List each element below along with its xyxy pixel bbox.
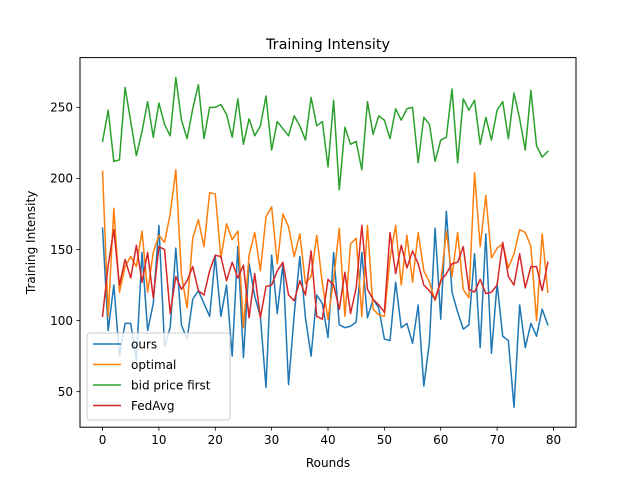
series-line-0: [101, 210, 549, 409]
plot-lines: [101, 76, 549, 409]
x-tick-label: 80: [546, 433, 561, 447]
chart-title: Training Intensity: [265, 37, 390, 53]
y-tick-label: 150: [50, 243, 73, 257]
legend-label-3: FedAvg: [131, 399, 174, 413]
legend-frame: [86, 332, 231, 421]
y-axis-label: Training Intensity: [24, 191, 38, 295]
x-tick-label: 60: [433, 433, 448, 447]
legend: ours optimal bid price first FedAvg: [86, 332, 231, 421]
series-line-3: [101, 224, 549, 320]
legend-label-1: optimal: [131, 358, 176, 372]
y-tick-label: 50: [58, 385, 73, 399]
x-tick-label: 0: [99, 433, 107, 447]
legend-label-2: bid price first: [131, 378, 211, 392]
x-tick-label: 40: [320, 433, 335, 447]
y-axis-ticks: 50 100 150 200 250: [50, 101, 80, 399]
y-tick-label: 100: [50, 314, 73, 328]
x-tick-label: 10: [151, 433, 166, 447]
x-tick-label: 70: [489, 433, 504, 447]
x-tick-label: 30: [264, 433, 279, 447]
legend-label-0: ours: [131, 337, 157, 351]
series-line-2: [101, 76, 549, 191]
y-tick-label: 200: [50, 172, 73, 186]
x-axis-label: Rounds: [306, 456, 350, 470]
y-tick-label: 250: [50, 101, 73, 115]
x-tick-label: 50: [377, 433, 392, 447]
x-tick-label: 20: [208, 433, 223, 447]
x-axis-ticks: 0 10 20 30 40 50 60 70 80: [99, 427, 561, 447]
